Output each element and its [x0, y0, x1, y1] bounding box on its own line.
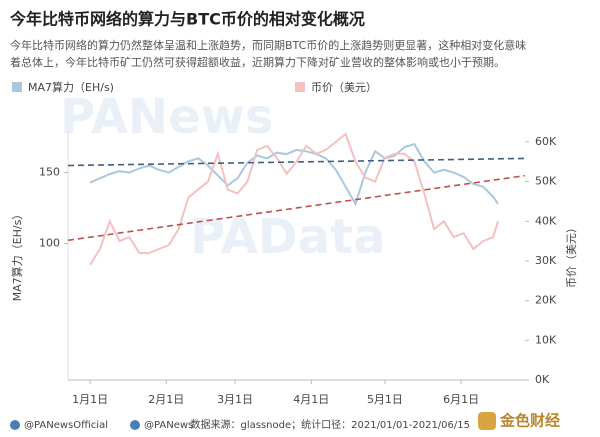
legend-swatch	[295, 82, 305, 92]
trend-line	[67, 157, 526, 167]
legend-label: MA7算力（EH/s)	[28, 80, 114, 94]
source: 数据来源：glassnode；统计口径：2021/01/01-2021/06/1…	[190, 418, 470, 431]
x-tick-label: 2月1日	[148, 393, 184, 406]
legend-swatch	[12, 82, 22, 92]
y2-axis-label: 币价（美元）	[565, 222, 578, 288]
y2-tick-label: 40K	[535, 214, 557, 227]
logo-icon	[478, 412, 496, 430]
account: @PANews	[144, 420, 193, 431]
legend-label: 币价（美元）	[311, 81, 377, 94]
account: @PANewsOfficial	[24, 420, 108, 431]
icon	[130, 420, 140, 430]
y2-tick-label: 10K	[535, 333, 557, 346]
x-tick-label: 3月1日	[217, 393, 253, 406]
subtitle: 着总体上，今年比特币矿工仍然可获得超额收益，近期算力下降对矿业营收的整体影响或也…	[10, 55, 505, 69]
y-tick-label: 100	[39, 237, 60, 250]
footer: @PANewsOfficial @PANews 数据来源：glassnode；统…	[10, 412, 560, 431]
x-tick-label: 5月1日	[367, 393, 403, 406]
x-tick-label: 4月1日	[293, 393, 329, 406]
series-line	[89, 143, 499, 207]
x-tick-label: 6月1日	[443, 393, 479, 406]
y2-tick-label: 50K	[535, 175, 557, 188]
watermark: PANews	[60, 89, 274, 145]
y2-tick-label: 0K	[535, 373, 550, 386]
logo: 金色财经	[499, 412, 560, 430]
chart-title: 今年比特币网络的算力与BTC币价的相对变化概况	[9, 10, 365, 29]
series-line	[89, 132, 499, 266]
trend-line	[67, 174, 526, 242]
y2-tick-label: 30K	[535, 254, 557, 267]
y2-tick-label: 60K	[535, 135, 557, 148]
subtitle: 今年比特币网络的算力仍然整体呈温和上涨趋势，而同期BTC币价的上涨趋势则更显著，…	[10, 38, 526, 52]
icon	[10, 420, 20, 430]
y2-tick-label: 20K	[535, 294, 557, 307]
y-tick-label: 150	[39, 166, 60, 179]
watermark: PAData	[190, 209, 386, 265]
x-tick-label: 1月1日	[72, 393, 108, 406]
y-axis-label: MA7算力（EH/s）	[10, 209, 24, 302]
